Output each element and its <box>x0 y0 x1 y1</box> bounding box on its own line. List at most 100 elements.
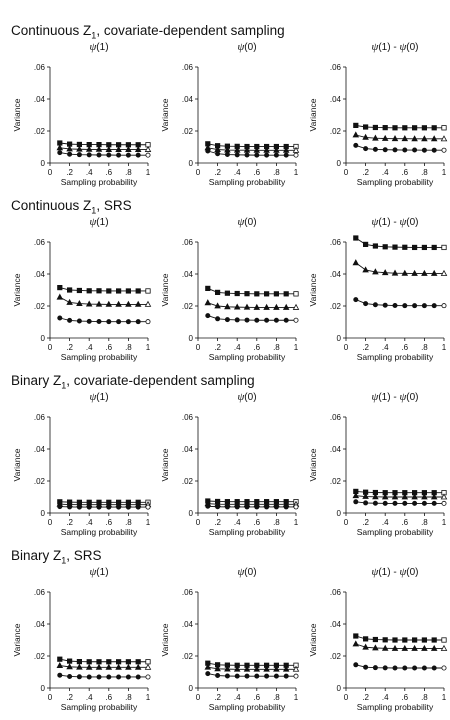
data-point-triangle <box>233 665 241 672</box>
data-point-circle <box>441 500 447 506</box>
data-point-square <box>382 244 388 250</box>
data-point-square <box>353 235 359 241</box>
series-line-circle <box>59 152 148 156</box>
x-tick-label: 1 <box>294 168 299 177</box>
data-point-triangle <box>352 640 360 647</box>
y-tick-label: .06 <box>330 588 342 597</box>
data-point-triangle <box>391 493 399 500</box>
data-point-square <box>96 288 102 294</box>
data-point-triangle <box>76 145 83 152</box>
y-tick-label: .02 <box>34 477 46 486</box>
data-point-circle <box>224 673 230 679</box>
data-point-triangle <box>263 665 270 672</box>
data-point-circle <box>372 302 378 308</box>
data-point-circle <box>412 665 418 671</box>
data-point-triangle <box>391 644 399 651</box>
data-point-triangle <box>352 131 360 138</box>
x-tick-label: .4 <box>382 518 389 527</box>
data-point-square <box>372 124 378 131</box>
data-point-square <box>116 659 122 665</box>
data-point-circle <box>254 504 260 510</box>
data-point-square <box>125 659 131 665</box>
data-point-circle <box>372 500 378 506</box>
data-point-square <box>57 656 63 662</box>
data-point-triangle <box>125 300 132 307</box>
data-point-circle <box>224 317 230 323</box>
x-axis-label: Sampling probability <box>357 527 434 537</box>
data-point-triangle <box>95 663 103 670</box>
data-point-circle <box>67 317 73 323</box>
data-point-circle <box>135 504 141 510</box>
data-point-square <box>125 288 131 294</box>
data-point-triangle <box>421 644 428 651</box>
data-point-triangle <box>105 663 113 670</box>
x-tick-label: 1 <box>442 168 447 177</box>
section-title: Binary Z1, covariate-dependent sampling <box>11 373 255 391</box>
data-point-triangle <box>105 300 113 307</box>
x-tick-label: .4 <box>234 343 241 352</box>
data-point-circle <box>135 319 141 325</box>
panel-title: ψ(0) <box>237 566 257 578</box>
data-point-square <box>254 291 260 297</box>
data-point-circle <box>96 504 102 510</box>
y-axis-label: Variance <box>12 273 22 306</box>
data-point-circle <box>224 152 230 158</box>
y-tick-label: 0 <box>41 509 46 518</box>
x-tick-label: .8 <box>273 168 280 177</box>
data-point-triangle <box>204 299 212 306</box>
data-point-circle <box>431 500 437 506</box>
data-point-circle <box>283 152 289 158</box>
data-point-circle <box>106 504 112 510</box>
data-point-circle <box>363 146 369 152</box>
y-tick-label: 0 <box>41 334 46 343</box>
x-tick-label: .4 <box>382 693 389 702</box>
data-point-circle <box>76 318 82 324</box>
data-point-triangle <box>273 303 280 310</box>
y-tick-label: .02 <box>330 477 342 486</box>
x-tick-label: .8 <box>125 168 132 177</box>
data-point-square <box>353 633 359 639</box>
data-point-circle <box>125 319 131 325</box>
data-point-circle <box>86 318 92 324</box>
y-tick-label: .02 <box>330 302 342 311</box>
x-tick-label: .4 <box>382 168 389 177</box>
y-tick-label: .06 <box>330 413 342 422</box>
x-tick-label: 0 <box>344 518 349 527</box>
y-tick-label: 0 <box>189 684 194 693</box>
data-point-circle <box>421 500 427 506</box>
data-point-triangle <box>381 493 389 500</box>
x-tick-label: 1 <box>294 518 299 527</box>
data-point-triangle <box>66 298 73 305</box>
y-tick-label: .02 <box>34 652 46 661</box>
x-tick-label: 0 <box>344 168 349 177</box>
x-tick-label: .6 <box>105 518 112 527</box>
series-line-square <box>355 237 444 248</box>
data-point-circle <box>392 500 398 506</box>
x-tick-label: .4 <box>86 518 93 527</box>
panel-title: ψ(0) <box>237 216 257 228</box>
data-point-triangle <box>411 493 418 500</box>
data-point-square <box>224 290 230 296</box>
data-point-triangle <box>391 135 399 142</box>
y-tick-label: .04 <box>182 95 194 104</box>
x-tick-label: 0 <box>48 693 53 702</box>
y-axis-label: Variance <box>12 623 22 656</box>
data-point-square <box>382 637 388 643</box>
series-line-square <box>59 658 148 663</box>
data-point-circle <box>116 152 122 158</box>
data-point-circle <box>215 151 221 157</box>
data-point-circle <box>76 152 82 158</box>
data-point-triangle <box>381 644 389 651</box>
x-tick-label: 1 <box>146 693 151 702</box>
data-point-triangle <box>253 665 261 672</box>
y-tick-label: .04 <box>34 620 46 629</box>
x-tick-label: 0 <box>48 518 53 527</box>
data-point-triangle <box>243 146 251 153</box>
data-point-triangle <box>440 269 448 276</box>
data-point-triangle <box>372 493 379 500</box>
data-point-triangle <box>95 145 103 152</box>
y-tick-label: .02 <box>182 127 194 136</box>
y-axis-label: Variance <box>12 448 22 481</box>
data-point-triangle <box>430 644 438 651</box>
data-point-triangle <box>273 146 280 153</box>
